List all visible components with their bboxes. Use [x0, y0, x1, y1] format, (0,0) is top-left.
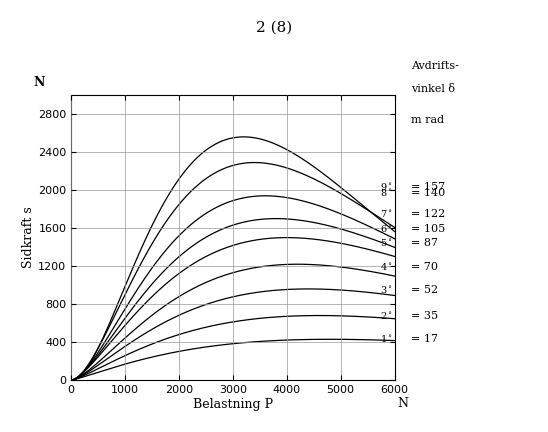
Text: 4$^\circ$: 4$^\circ$ — [380, 261, 393, 273]
Text: 3$^\circ$: 3$^\circ$ — [380, 284, 393, 296]
Text: 2 (8): 2 (8) — [256, 21, 292, 35]
Text: = 157: = 157 — [411, 182, 445, 192]
Text: = 105: = 105 — [411, 224, 445, 234]
Text: 7$^\circ$: 7$^\circ$ — [380, 208, 393, 220]
Text: 8$^\circ$: 8$^\circ$ — [380, 187, 393, 199]
Text: = 122: = 122 — [411, 209, 445, 219]
Text: = 87: = 87 — [411, 238, 438, 248]
Text: 5$^\circ$: 5$^\circ$ — [380, 237, 393, 249]
Text: = 52: = 52 — [411, 285, 438, 295]
Text: N: N — [33, 76, 44, 89]
Text: = 17: = 17 — [411, 334, 438, 344]
Text: m rad: m rad — [411, 115, 444, 125]
Text: 2$^\circ$: 2$^\circ$ — [380, 310, 393, 322]
Text: N: N — [398, 397, 409, 410]
Text: 1$^\circ$: 1$^\circ$ — [380, 334, 393, 345]
Text: = 140: = 140 — [411, 188, 445, 198]
Text: 9$^\circ$: 9$^\circ$ — [380, 181, 393, 193]
Text: = 70: = 70 — [411, 262, 438, 272]
Text: vinkel δ: vinkel δ — [411, 84, 455, 94]
Text: 6$^\circ$: 6$^\circ$ — [380, 223, 393, 235]
X-axis label: Belastning P: Belastning P — [193, 398, 273, 411]
Text: Avdrifts-: Avdrifts- — [411, 61, 459, 71]
Text: = 35: = 35 — [411, 311, 438, 321]
Y-axis label: Sidkraft s: Sidkraft s — [22, 207, 36, 268]
